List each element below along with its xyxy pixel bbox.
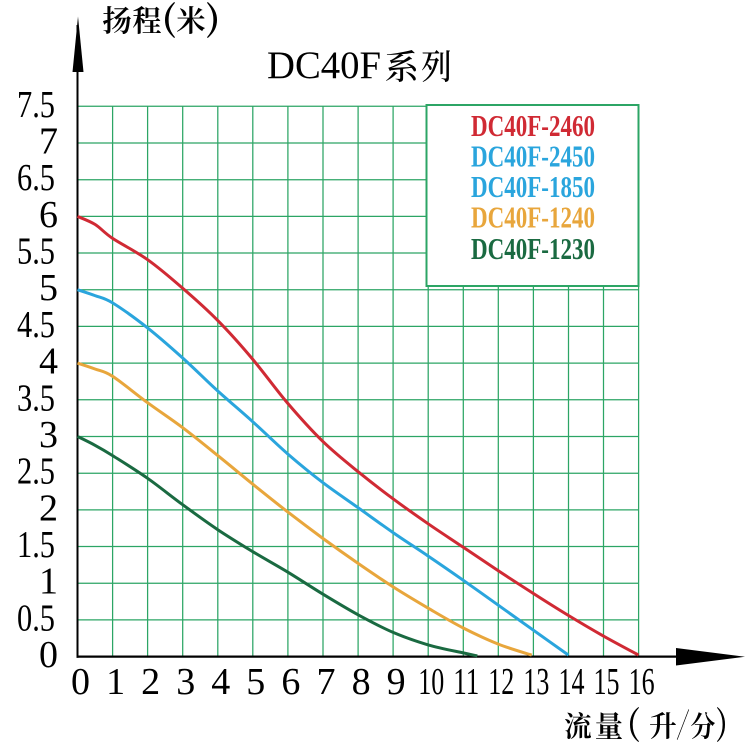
svg-text:11: 11 bbox=[453, 661, 479, 703]
svg-text:DC40F: DC40F bbox=[267, 44, 381, 87]
svg-text:5: 5 bbox=[39, 267, 58, 309]
svg-text:DC40F-1240: DC40F-1240 bbox=[471, 199, 595, 234]
svg-text:0.5: 0.5 bbox=[17, 597, 55, 639]
svg-text:DC40F-2450: DC40F-2450 bbox=[471, 138, 595, 173]
svg-text:3: 3 bbox=[39, 414, 58, 456]
svg-text:DC40F-1230: DC40F-1230 bbox=[471, 231, 595, 266]
svg-text:1: 1 bbox=[106, 661, 125, 703]
svg-text:14: 14 bbox=[559, 661, 585, 703]
svg-text:DC40F-1850: DC40F-1850 bbox=[471, 169, 595, 204]
svg-text:2: 2 bbox=[39, 487, 58, 529]
svg-text:5.5: 5.5 bbox=[17, 231, 55, 273]
svg-text:2: 2 bbox=[141, 661, 160, 703]
svg-text:4.5: 4.5 bbox=[17, 304, 55, 346]
svg-text:3.5: 3.5 bbox=[17, 377, 55, 419]
svg-text:3: 3 bbox=[176, 661, 195, 703]
svg-text:7: 7 bbox=[317, 661, 336, 703]
svg-text:4: 4 bbox=[39, 341, 58, 383]
svg-text:9: 9 bbox=[387, 661, 406, 703]
svg-text:0: 0 bbox=[71, 661, 90, 703]
svg-text:16: 16 bbox=[629, 661, 655, 703]
svg-text:13: 13 bbox=[523, 661, 549, 703]
svg-text:6: 6 bbox=[281, 661, 300, 703]
svg-text:7: 7 bbox=[39, 121, 58, 163]
svg-text:1: 1 bbox=[39, 561, 58, 603]
svg-text:1.5: 1.5 bbox=[17, 524, 55, 566]
svg-text:7.5: 7.5 bbox=[17, 84, 55, 126]
svg-text:0: 0 bbox=[39, 634, 58, 676]
svg-text:8: 8 bbox=[352, 661, 371, 703]
svg-text:DC40F-2460: DC40F-2460 bbox=[471, 108, 595, 143]
svg-text:6: 6 bbox=[39, 194, 58, 236]
svg-text:5: 5 bbox=[246, 661, 265, 703]
svg-text:10: 10 bbox=[418, 661, 444, 703]
svg-text:12: 12 bbox=[488, 661, 514, 703]
svg-text:6.5: 6.5 bbox=[17, 157, 55, 199]
svg-text:4: 4 bbox=[211, 661, 230, 703]
svg-text:2.5: 2.5 bbox=[17, 451, 55, 493]
svg-text:15: 15 bbox=[594, 661, 620, 703]
